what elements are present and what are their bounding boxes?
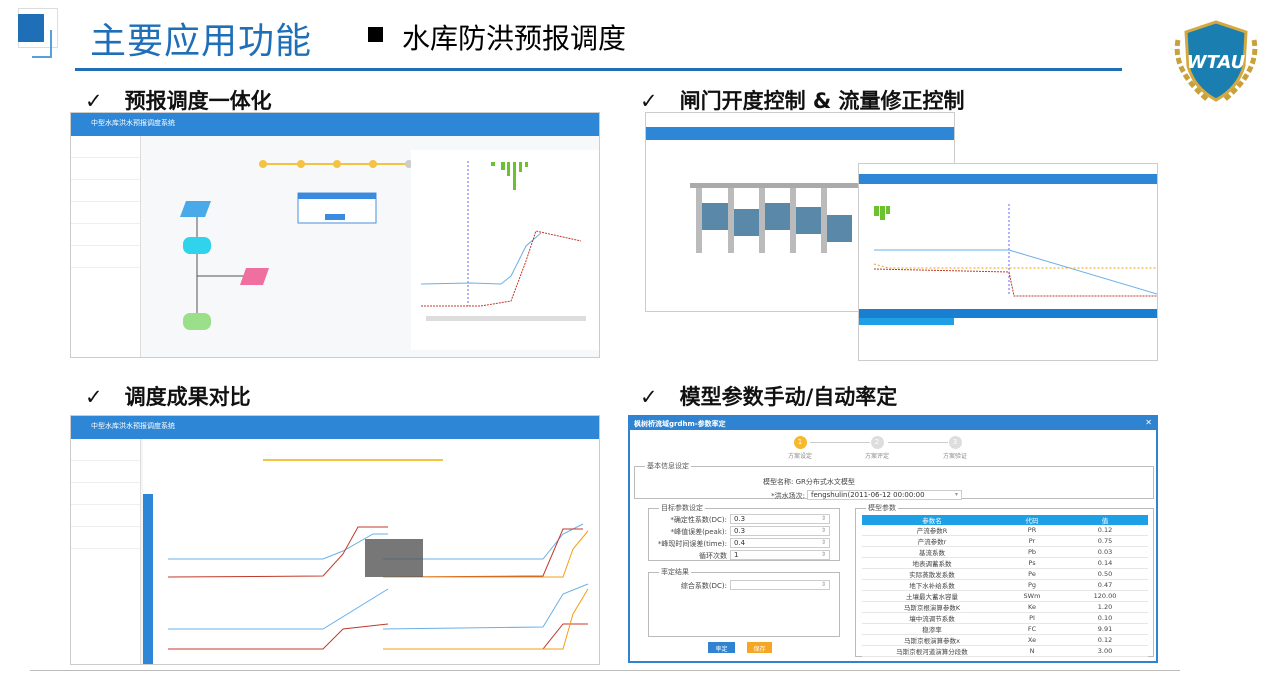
dc-input[interactable]: 0.3 ⇕: [730, 514, 830, 524]
calibration-dialog: 枫树桥流域grdhm-参数率定 ✕ 1 方案设定 2 方案评定 3 方案验证 基本信息…: [628, 415, 1158, 663]
page-title: 主要应用功能: [90, 21, 313, 62]
table-cell: 马斯京根河道演算分段数: [862, 645, 1002, 657]
table-cell: 0.12: [1062, 634, 1148, 646]
table-row: 壤中流调节系数 PI 0.10: [862, 612, 1148, 624]
table-cell: Pg: [1002, 579, 1062, 591]
section-heading-compare: ✓ 调度成果对比: [85, 385, 251, 409]
table-row: 土壤最大蓄水容量 SWm 120.00: [862, 590, 1148, 602]
table-cell: 稳渗率: [862, 623, 1002, 635]
table-cell: 地表调蓄系数: [862, 557, 1002, 569]
calibration-result-group: 率定结果 综合系数(DC): ⇕: [648, 567, 840, 637]
table-cell: Pr: [1002, 535, 1062, 547]
combined-dc-input[interactable]: ⇕: [730, 580, 830, 590]
peak-input[interactable]: 0.3 ⇕: [730, 526, 830, 536]
table-cell: 0.75: [1062, 535, 1148, 547]
model-params-table: 参数名 代码 值 产流参数R PR 0.12 产流参数r Pr 0.75 基流系数 Pb 0.0…: [862, 515, 1148, 657]
svg-text:WTAU: WTAU: [1187, 52, 1246, 73]
gate-diagram: [690, 183, 956, 253]
step-2[interactable]: 2 方案评定: [864, 436, 889, 460]
table-row: 产流参数R PR 0.12: [862, 525, 1148, 536]
table-cell: Pb: [1002, 546, 1062, 558]
table-row: 地表调蓄系数 Ps 0.14: [862, 557, 1148, 569]
page-subtitle: 水库防洪预报调度: [402, 22, 627, 55]
table-cell: SWm: [1002, 590, 1062, 602]
table-cell: 120.00: [1062, 590, 1148, 602]
title-rule: [75, 68, 1122, 71]
table-cell: N: [1002, 645, 1062, 657]
table-cell: Pe: [1002, 568, 1062, 580]
table-row: 马斯京根河道演算分段数 N 3.00: [862, 645, 1148, 657]
table-cell: 基流系数: [862, 546, 1002, 558]
title-decoration-outline: [32, 30, 52, 58]
iterations-input[interactable]: 1 ⇕: [730, 550, 830, 560]
table-cell: 产流参数r: [862, 535, 1002, 547]
table-cell: 9.91: [1062, 623, 1148, 635]
table-cell: Ps: [1002, 557, 1062, 569]
forecast-screenshot: 中型水库洪水预报调度系统: [70, 112, 600, 358]
table-cell: 1.20: [1062, 601, 1148, 613]
wtau-logo: WTAU: [1168, 10, 1264, 106]
sidebar: [71, 439, 141, 664]
forecast-view: [141, 136, 599, 357]
flow-chart: [859, 204, 1158, 325]
footer-rule: [30, 670, 1180, 671]
table-cell: 马斯京根演算参数K: [862, 601, 1002, 613]
table-cell: 0.50: [1062, 568, 1148, 580]
basic-info-group: 基本信息设定 模型名称: GR分布式水文模型 *洪水场次: fengshulin…: [634, 461, 1154, 500]
table-cell: PR: [1002, 525, 1062, 536]
flood-select[interactable]: fengshulin(2011-06-12 00:00:00 ▾: [807, 490, 962, 500]
table-cell: 0.14: [1062, 557, 1148, 569]
table-row: 马斯京根演算参数K Ke 1.20: [862, 601, 1148, 613]
step-1[interactable]: 1 方案设定: [787, 436, 812, 460]
table-row: 马斯京根演算参数x Xe 0.12: [862, 634, 1148, 646]
table-cell: PI: [1002, 612, 1062, 624]
save-button[interactable]: 保存: [747, 642, 772, 653]
calibrate-button[interactable]: 率定: [708, 642, 735, 653]
table-row: 产流参数r Pr 0.75: [862, 535, 1148, 547]
table-cell: Ke: [1002, 601, 1062, 613]
table-cell: 0.10: [1062, 612, 1148, 624]
bullet-square: [368, 27, 383, 42]
close-icon[interactable]: ✕: [1145, 418, 1152, 427]
table-cell: 0.47: [1062, 579, 1148, 591]
table-cell: 马斯京根演算参数x: [862, 634, 1002, 646]
table-cell: 3.00: [1062, 645, 1148, 657]
compare-screenshot: 中型水库洪水预报调度系统: [70, 415, 600, 665]
section-heading-gate: ✓ 闸门开度控制 & 流量修正控制: [640, 89, 965, 113]
title-decoration-square: [18, 14, 44, 42]
table-row: 实际蒸散发系数 Pe 0.50: [862, 568, 1148, 580]
table-cell: 0.12: [1062, 525, 1148, 536]
step-3[interactable]: 3 方案验证: [942, 436, 967, 460]
table-cell: FC: [1002, 623, 1062, 635]
target-params-group: 目标参数设定 *确定性系数(DC): 0.3 ⇕ *峰值误差(peak): 0.3…: [648, 503, 840, 561]
table-cell: 土壤最大蓄水容量: [862, 590, 1002, 602]
app-header: 中型水库洪水预报调度系统: [71, 113, 599, 136]
table-row: 基流系数 Pb 0.03: [862, 546, 1148, 558]
dialog-title: 枫树桥流域grdhm-参数率定: [630, 417, 1156, 430]
table-row: 地下水补给系数 Pg 0.47: [862, 579, 1148, 591]
section-heading-calibration: ✓ 模型参数手动/自动率定: [640, 385, 898, 409]
table-row: 稳渗率 FC 9.91: [862, 623, 1148, 635]
sidebar: [71, 136, 141, 357]
table-cell: Xe: [1002, 634, 1062, 646]
time-input[interactable]: 0.4 ⇕: [730, 538, 830, 548]
flow-correction-screenshot: [858, 163, 1158, 361]
table-cell: 0.03: [1062, 546, 1148, 558]
section-heading-forecast: ✓ 预报调度一体化: [85, 89, 272, 113]
app-header: 中型水库洪水预报调度系统: [71, 416, 599, 439]
compare-charts: [143, 439, 599, 664]
table-cell: 产流参数R: [862, 525, 1002, 536]
table-cell: 地下水补给系数: [862, 579, 1002, 591]
table-cell: 壤中流调节系数: [862, 612, 1002, 624]
table-cell: 实际蒸散发系数: [862, 568, 1002, 580]
model-params-group: 模型参数 参数名 代码 值 产流参数R PR 0.12 产流参数r Pr 0.75 基流系数…: [855, 503, 1154, 657]
